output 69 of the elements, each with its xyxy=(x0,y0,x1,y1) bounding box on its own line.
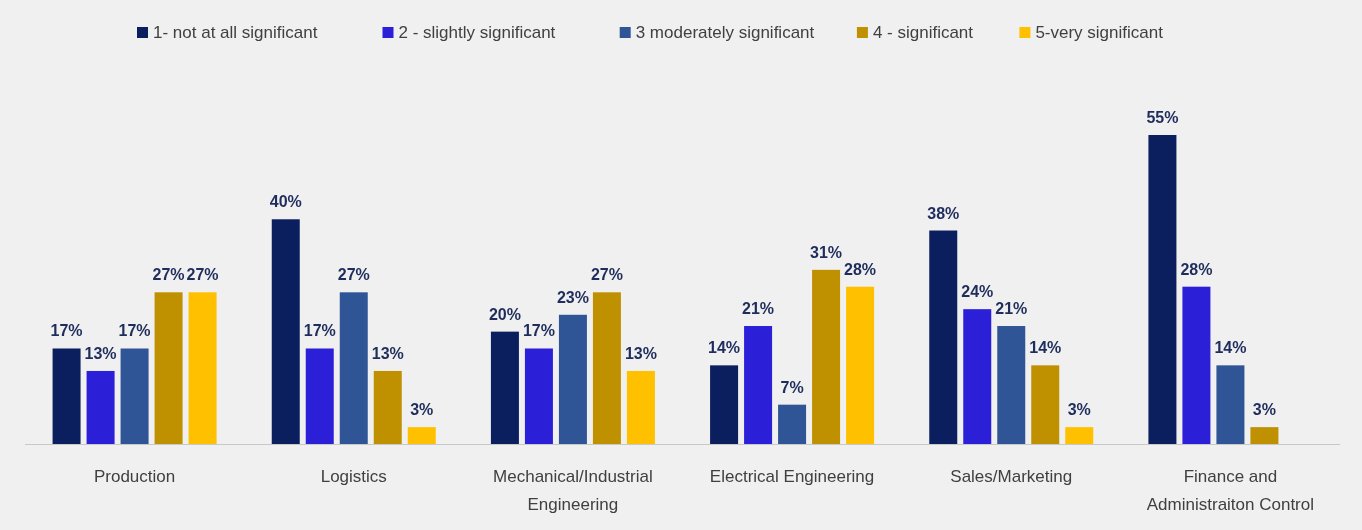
data-label: 21% xyxy=(995,300,1028,318)
x-tick-label: Production xyxy=(93,467,176,486)
legend-label: 2 - slightly significant xyxy=(398,23,556,42)
x-tick-label: Finance and Administraiton Control xyxy=(1146,467,1315,514)
x-tick-label: Electrical Engineering xyxy=(709,467,875,486)
data-label: 27% xyxy=(152,266,185,284)
data-label: 38% xyxy=(927,204,960,222)
legend-label: 3 moderately significant xyxy=(635,23,815,42)
x-tick-label: Sales/Marketing xyxy=(950,467,1073,486)
bar xyxy=(86,370,115,444)
bar xyxy=(52,348,81,444)
data-label: 27% xyxy=(590,266,623,284)
bar xyxy=(188,292,217,444)
bar xyxy=(744,326,773,444)
bar xyxy=(846,286,875,444)
bar xyxy=(154,292,183,444)
bar xyxy=(812,269,841,444)
bar xyxy=(929,230,958,444)
data-label: 28% xyxy=(1180,260,1213,278)
legend-label: 5-very significant xyxy=(1035,23,1164,42)
data-label: 3% xyxy=(410,401,434,419)
bar xyxy=(1250,427,1279,444)
data-label: 55% xyxy=(1146,109,1179,126)
data-label: 20% xyxy=(488,305,521,323)
legend-label: 1- not at all significant xyxy=(153,23,318,42)
data-label: 17% xyxy=(303,322,336,340)
data-label: 17% xyxy=(50,322,83,340)
bar xyxy=(1182,286,1211,444)
data-label: 13% xyxy=(84,344,117,362)
bar xyxy=(271,219,300,444)
data-label: 31% xyxy=(810,243,843,261)
data-label: 17% xyxy=(522,322,555,340)
data-label: 13% xyxy=(624,344,657,362)
bar xyxy=(373,370,402,444)
data-label: 3% xyxy=(1252,401,1276,419)
data-label: 21% xyxy=(742,300,775,318)
bar xyxy=(626,370,655,444)
x-tick-label: Mechanical/Industrial Engineering xyxy=(493,467,653,514)
bar xyxy=(407,427,436,444)
data-label: 17% xyxy=(118,322,151,340)
bar xyxy=(1216,365,1245,444)
bar xyxy=(1031,365,1060,444)
bar xyxy=(963,309,992,444)
data-label: 28% xyxy=(844,260,877,278)
bar xyxy=(592,292,621,444)
legend-label: 4 - significant xyxy=(872,23,974,42)
data-label: 14% xyxy=(708,339,741,357)
x-tick-label: Logistics xyxy=(320,467,387,486)
bar xyxy=(1065,427,1094,444)
data-label: 13% xyxy=(371,344,404,362)
data-label: 3% xyxy=(1067,401,1091,419)
data-label: 14% xyxy=(1214,339,1247,357)
bar xyxy=(1148,135,1177,444)
bar xyxy=(524,348,553,444)
bar xyxy=(558,314,587,444)
data-label: 23% xyxy=(556,288,589,306)
data-label: 27% xyxy=(337,266,370,284)
bar xyxy=(997,326,1026,444)
bar xyxy=(778,404,807,444)
bar xyxy=(710,365,739,444)
bar xyxy=(305,348,334,444)
bar xyxy=(490,331,519,444)
data-label: 40% xyxy=(269,193,302,211)
data-label: 24% xyxy=(961,283,994,301)
data-label: 14% xyxy=(1029,339,1062,357)
data-label: 7% xyxy=(780,378,804,396)
bar xyxy=(339,292,368,444)
data-label: 27% xyxy=(186,266,219,284)
bar xyxy=(120,348,149,444)
